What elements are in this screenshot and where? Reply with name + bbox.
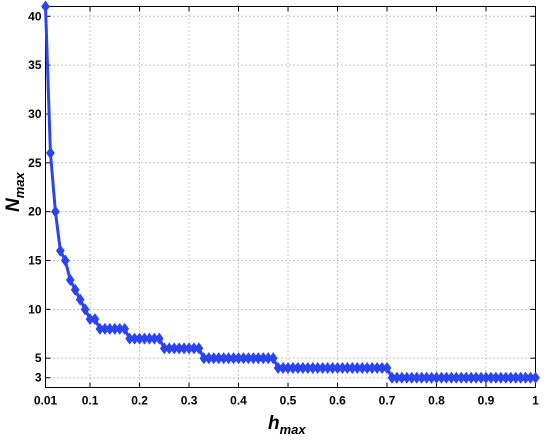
data-point bbox=[120, 322, 130, 335]
y-tick-label: 5 bbox=[35, 351, 42, 365]
y-axis-label-main: N bbox=[3, 197, 24, 212]
x-tick-label: 0.1 bbox=[82, 394, 99, 408]
series-line bbox=[44, 6, 536, 380]
x-tick-label: 0.6 bbox=[329, 394, 346, 408]
data-point bbox=[80, 303, 90, 316]
data-point bbox=[90, 313, 100, 326]
x-tick-label: 1 bbox=[532, 394, 539, 408]
data-point bbox=[51, 205, 60, 218]
data-point bbox=[65, 274, 75, 287]
data-point bbox=[75, 293, 85, 306]
data-point bbox=[194, 342, 204, 355]
data-series bbox=[41, 0, 540, 384]
data-point bbox=[268, 352, 278, 365]
y-axis-label: Nmax bbox=[3, 171, 27, 212]
plot-frame bbox=[45, 6, 536, 388]
x-axis-label-main: h bbox=[268, 413, 280, 434]
data-point bbox=[382, 361, 392, 374]
data-point bbox=[70, 283, 80, 296]
y-tick-label: 35 bbox=[28, 58, 42, 72]
x-tick-label: 0.01 bbox=[34, 394, 58, 408]
y-tick-label: 25 bbox=[28, 156, 42, 170]
y-tick-label: 3 bbox=[35, 371, 42, 385]
x-axis-label-sub: max bbox=[280, 422, 307, 437]
y-tick-label: 20 bbox=[28, 205, 42, 219]
y-tick-label: 40 bbox=[28, 9, 42, 23]
grid-lines bbox=[45, 6, 536, 388]
x-tick-label: 0.5 bbox=[280, 394, 297, 408]
x-tick-label: 0.4 bbox=[230, 394, 247, 408]
data-point bbox=[60, 254, 70, 267]
y-tick-label: 10 bbox=[28, 302, 42, 316]
data-point bbox=[55, 244, 65, 257]
data-point bbox=[41, 0, 50, 13]
x-tick-label: 0.3 bbox=[181, 394, 198, 408]
y-axis-label-sub: max bbox=[12, 171, 27, 198]
axis-ticks bbox=[45, 6, 536, 388]
x-tick-label: 0.9 bbox=[478, 394, 495, 408]
x-tick-label: 0.2 bbox=[131, 394, 148, 408]
x-axis-label: hmax bbox=[268, 413, 306, 437]
y-tick-label: 15 bbox=[28, 254, 42, 268]
y-tick-label: 30 bbox=[28, 107, 42, 121]
data-point bbox=[531, 371, 540, 384]
x-tick-label: 0.7 bbox=[379, 394, 396, 408]
data-point bbox=[46, 147, 55, 160]
data-point bbox=[154, 332, 164, 345]
x-tick-label: 0.8 bbox=[428, 394, 445, 408]
tick-labels: 0.01 0.1 0.2 0.3 0.4 0.5 0.6 0.7 0.8 0.9 135101520… bbox=[28, 9, 539, 407]
